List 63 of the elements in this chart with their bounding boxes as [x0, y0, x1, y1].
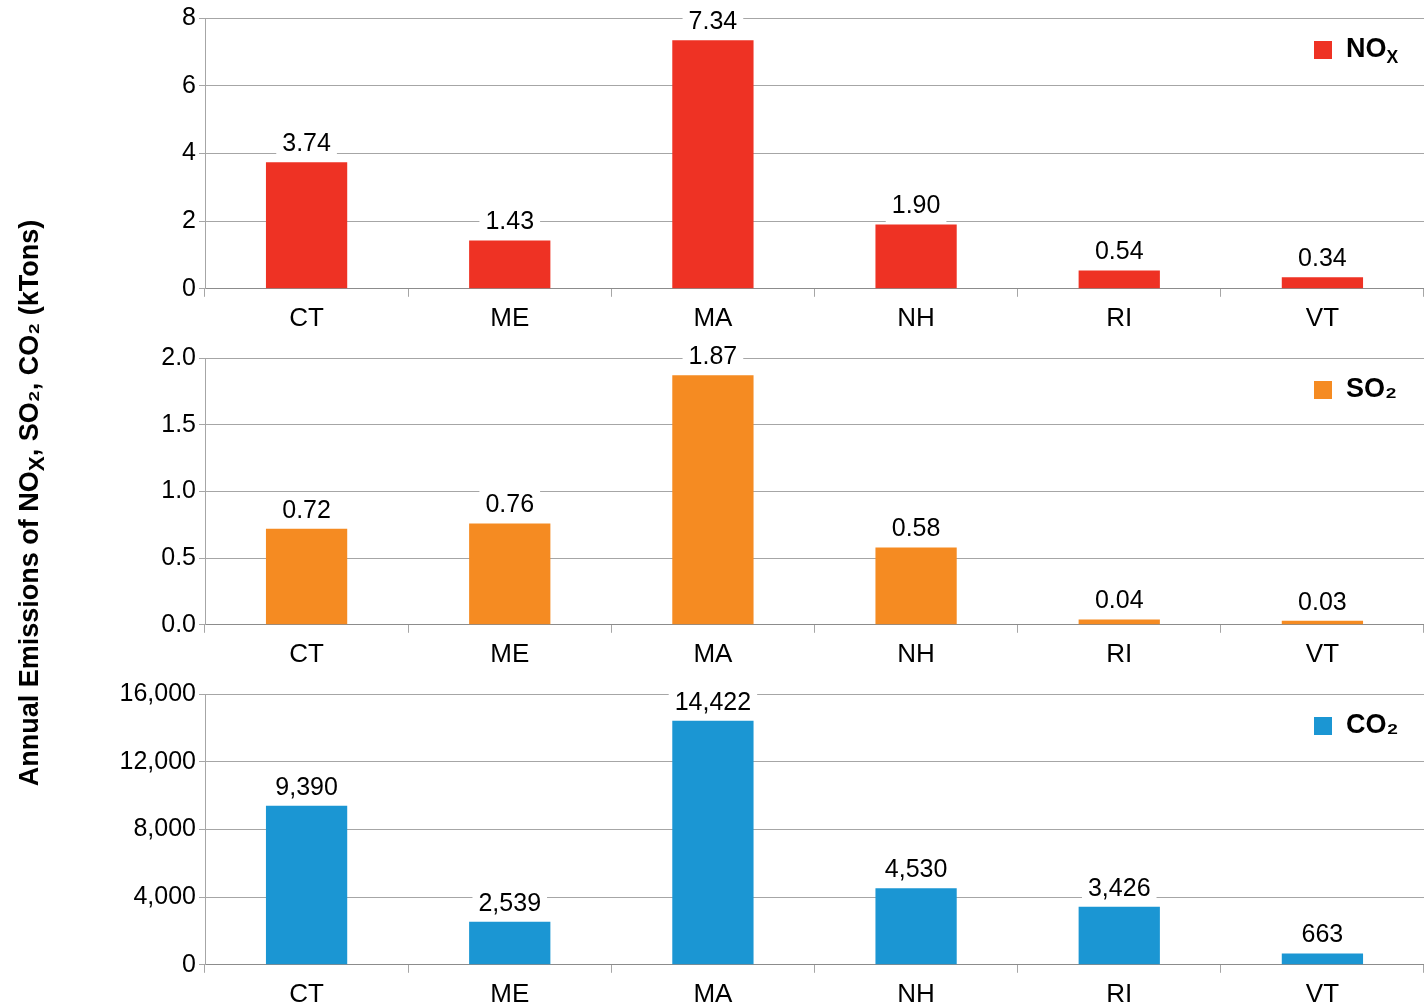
- data-label: 4,530: [884, 854, 948, 883]
- bar: [875, 224, 957, 289]
- x-tick-label: RI: [1106, 977, 1133, 1006]
- data-label: 7.34: [688, 6, 738, 35]
- x-tick-label: ME: [490, 637, 530, 668]
- y-tick-label: 12,000: [119, 745, 196, 774]
- data-label: 0.76: [485, 489, 535, 518]
- y-tick-label: 1.5: [161, 408, 196, 437]
- x-tick-label: NH: [897, 637, 935, 668]
- data-label: 3.74: [282, 128, 331, 157]
- y-tick-label: 2.0: [161, 341, 196, 370]
- x-tick-label: RI: [1106, 301, 1133, 332]
- data-label: 0.04: [1094, 585, 1144, 614]
- data-label: 2,539: [478, 887, 542, 916]
- data-label: 1.87: [688, 341, 738, 370]
- x-tick-label: CT: [289, 637, 325, 668]
- y-tick-label: 0.0: [161, 608, 196, 637]
- x-tick-label: CT: [289, 977, 325, 1006]
- x-tick-label: MA: [693, 301, 734, 332]
- bar: [469, 921, 551, 965]
- y-tick-label: 4,000: [133, 880, 196, 909]
- y-tick-label: 0: [182, 272, 196, 301]
- y-tick-label: 2: [182, 204, 196, 233]
- x-tick-label: RI: [1106, 637, 1133, 668]
- bar: [672, 720, 754, 965]
- x-tick-label: MA: [693, 977, 734, 1006]
- bar: [1078, 906, 1160, 965]
- data-label: 0.58: [891, 513, 941, 542]
- legend-label: CO₂: [1346, 709, 1399, 740]
- data-label: 0.03: [1298, 586, 1347, 615]
- x-tick-label: VT: [1305, 637, 1340, 668]
- x-tick-label: VT: [1305, 977, 1340, 1006]
- x-tick-label: CT: [289, 301, 325, 332]
- bar: [469, 523, 551, 625]
- data-label: 1.90: [891, 190, 941, 219]
- data-label: 9,390: [275, 771, 338, 800]
- bar: [672, 375, 754, 625]
- x-tick-label: ME: [490, 977, 530, 1006]
- data-label: 0.72: [282, 494, 331, 523]
- bar: [672, 40, 754, 289]
- x-tick-label: ME: [490, 301, 530, 332]
- data-label: 14,422: [674, 686, 752, 715]
- x-tick-label: NH: [897, 301, 935, 332]
- data-label: 1.43: [485, 206, 535, 235]
- bar: [265, 162, 348, 289]
- x-tick-label: MA: [693, 637, 734, 668]
- data-label: 3,426: [1087, 872, 1151, 901]
- y-tick-label: 0: [182, 948, 196, 977]
- data-label: 0.54: [1094, 236, 1144, 265]
- legend-label: SO₂: [1346, 373, 1398, 404]
- y-tick-label: 8,000: [133, 813, 196, 842]
- data-label: 663: [1301, 919, 1344, 948]
- y-tick-label: 16,000: [119, 677, 196, 706]
- bar: [469, 240, 551, 289]
- y-tick-label: 4: [182, 137, 197, 166]
- x-tick-label: NH: [897, 977, 935, 1006]
- y-tick-label: 6: [182, 69, 196, 98]
- y-tick-label: 8: [182, 1, 196, 30]
- data-label: 0.34: [1298, 243, 1347, 272]
- bar: [1078, 619, 1160, 625]
- x-tick-label: VT: [1305, 301, 1340, 332]
- y-tick-label: 0.5: [161, 541, 196, 570]
- y-tick-label: 1.0: [161, 475, 196, 504]
